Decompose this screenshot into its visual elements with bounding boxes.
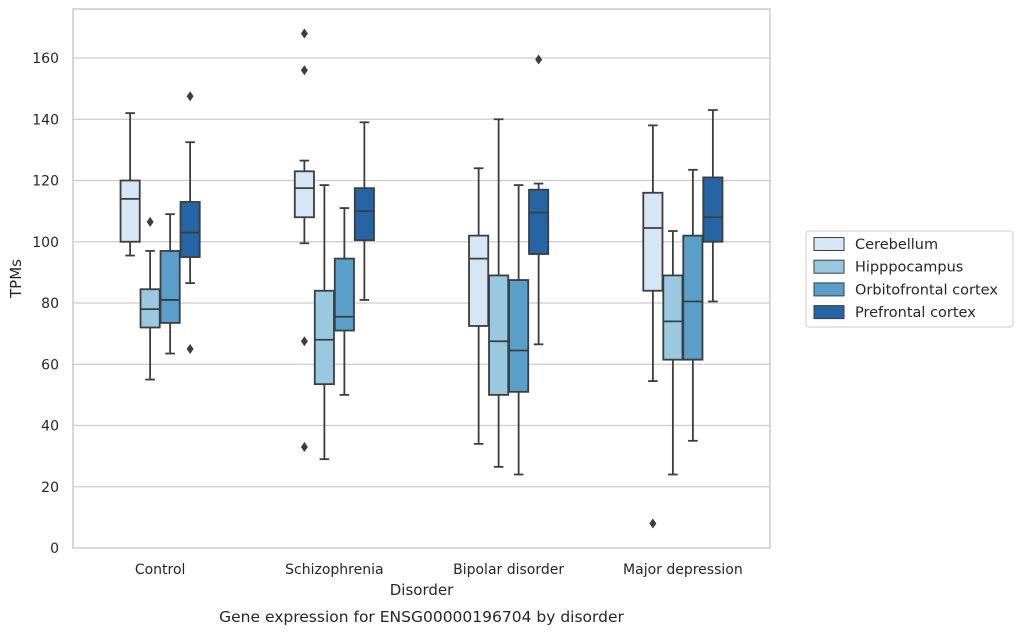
- box-body: [468, 234, 490, 327]
- box-body: [488, 274, 510, 396]
- legend-label: Prefrontal cortex: [855, 305, 976, 321]
- y-tick-label: 160: [32, 51, 59, 67]
- box-group: [642, 124, 664, 529]
- outlier-point: [300, 441, 308, 452]
- box-body: [313, 289, 335, 386]
- outlier-point: [146, 216, 154, 227]
- box-body: [642, 191, 664, 292]
- y-tick-label: 100: [32, 235, 59, 251]
- chart-title: Gene expression for ENSG00000196704 by d…: [219, 608, 624, 626]
- y-tick-label: 120: [32, 174, 59, 190]
- box-group: [528, 54, 550, 346]
- outlier-point: [535, 54, 543, 65]
- legend-swatch: [813, 305, 845, 320]
- box-group: [293, 28, 315, 452]
- box-body: [159, 250, 181, 324]
- box-group: [119, 112, 141, 257]
- box-body: [682, 234, 704, 361]
- plot-area-frame: [72, 8, 771, 549]
- legend-frame: [805, 230, 1014, 328]
- legend: Cerebellum Hipppocampus Orbitofrontal cort…: [805, 230, 1014, 328]
- box-groups: [119, 28, 724, 529]
- outlier-point: [649, 518, 657, 529]
- x-tick-label: Major depression: [623, 562, 743, 578]
- outlier-point: [300, 336, 308, 347]
- x-axis-ticks: Control Schizophrenia Bipolar disorder Majo…: [135, 562, 743, 578]
- box-group: [353, 121, 375, 301]
- outlier-point: [186, 343, 194, 354]
- legend-swatch: [813, 282, 845, 297]
- box-group: [313, 184, 335, 461]
- legend-label: Cerebellum: [855, 237, 938, 253]
- box-body: [353, 187, 375, 242]
- box-body: [508, 279, 530, 393]
- box-group: [159, 213, 181, 355]
- y-tick-label: 20: [41, 480, 59, 496]
- x-tick-label: Bipolar disorder: [453, 562, 564, 578]
- x-tick-label: Control: [135, 562, 186, 578]
- box-group: [468, 167, 490, 445]
- y-tick-label: 60: [41, 357, 59, 373]
- y-axis-ticks: 0 20 40 60 80 100 120 140 160: [32, 51, 59, 557]
- box-group: [488, 118, 510, 468]
- y-tick-label: 140: [32, 112, 59, 128]
- box-body: [179, 201, 201, 258]
- legend-label: Orbitofrontal cortex: [855, 282, 998, 298]
- box-body: [293, 170, 315, 219]
- legend-label: Hipppocampus: [855, 260, 963, 276]
- box-group: [179, 91, 201, 354]
- x-tick-label: Schizophrenia: [285, 562, 383, 578]
- outlier-point: [300, 28, 308, 39]
- box-group: [508, 184, 530, 476]
- box-group: [333, 207, 355, 396]
- legend-swatch: [813, 259, 845, 274]
- box-body: [119, 179, 141, 243]
- legend-swatch: [813, 237, 845, 251]
- box-body: [662, 274, 684, 361]
- box-group: [682, 168, 704, 442]
- y-tick-label: 40: [41, 419, 59, 435]
- y-tick-label: 0: [50, 541, 59, 557]
- box-body: [333, 257, 355, 332]
- box-body: [528, 188, 550, 255]
- y-tick-label: 80: [41, 296, 59, 312]
- x-axis-title: Disorder: [390, 581, 454, 599]
- box-group: [702, 109, 724, 303]
- box-body: [702, 176, 724, 243]
- outlier-point: [186, 91, 194, 102]
- outlier-point: [300, 65, 308, 76]
- y-gridlines: [73, 57, 770, 488]
- y-axis-title: TPMs: [7, 259, 25, 299]
